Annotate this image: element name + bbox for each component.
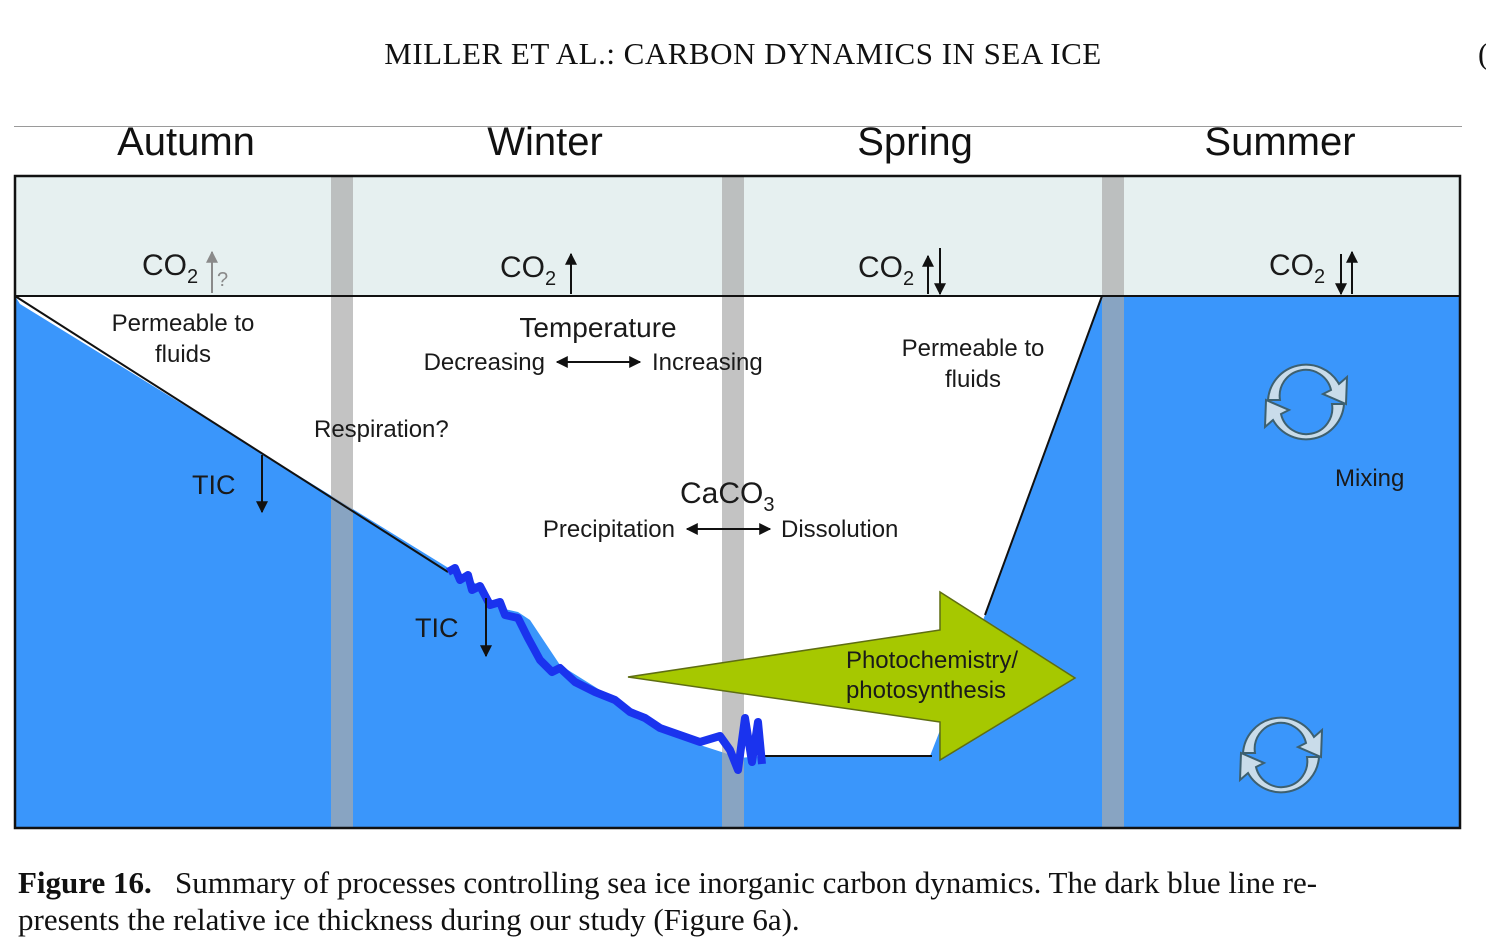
caco3-dissolution: Dissolution	[781, 516, 898, 543]
autumn-permeable-line1: Permeable to	[112, 310, 255, 337]
ice-base-line	[14, 295, 449, 573]
diagram-frame	[13, 174, 1462, 830]
caption-line1: Summary of processes controlling sea ice…	[175, 865, 1318, 900]
co2-winter: CO2	[500, 251, 556, 290]
header-rule	[14, 126, 1462, 127]
co2-spring: CO2	[858, 251, 914, 290]
co2-autumn: CO2	[142, 249, 198, 288]
temperature-label: Temperature	[519, 312, 676, 343]
photochemistry-arrow	[627, 590, 1077, 762]
caco3-label: CaCO3	[680, 477, 774, 516]
sea-ice-body	[15, 296, 1102, 758]
spring-permeable-line2: fluids	[945, 366, 1001, 393]
temperature-increasing: Increasing	[652, 349, 763, 376]
winter-tic-label: TIC	[415, 613, 459, 643]
header-edge-mark: (	[1478, 36, 1486, 72]
divider-autumn-winter	[331, 176, 353, 828]
autumn-permeable-line2: fluids	[155, 341, 211, 368]
mixing-cycle-icon	[1263, 363, 1349, 441]
co2-autumn-question: ?	[217, 269, 228, 291]
spring-ice-edge	[984, 295, 1103, 616]
mixing-label: Mixing	[1335, 465, 1404, 492]
mixing-cycle-icon-lower	[1238, 716, 1324, 794]
season-spring: Spring	[857, 120, 973, 164]
photo-label-line2: photosynthesis	[846, 677, 1006, 704]
autumn-tic-label: TIC	[192, 470, 236, 500]
co2-summer: CO2	[1269, 249, 1325, 288]
ice-thickness-line	[446, 564, 766, 774]
caption-line2: presents the relative ice thickness duri…	[18, 902, 800, 937]
temperature-decreasing: Decreasing	[424, 349, 545, 376]
season-summer: Summer	[1204, 120, 1356, 164]
caco3-precipitation: Precipitation	[543, 516, 675, 543]
divider-spring-summer	[1102, 176, 1124, 828]
season-autumn: Autumn	[117, 120, 255, 164]
figure-caption: Figure 16. Summary of processes controll…	[18, 864, 1466, 938]
spring-permeable-line1: Permeable to	[902, 335, 1045, 362]
photo-label-line1: Photochemistry/	[846, 647, 1018, 674]
season-winter: Winter	[487, 120, 603, 164]
respiration-label: Respiration?	[314, 416, 449, 443]
running-header: MILLER ET AL.: CARBON DYNAMICS IN SEA IC…	[384, 36, 1102, 71]
figure-label: Figure 16.	[18, 865, 152, 900]
